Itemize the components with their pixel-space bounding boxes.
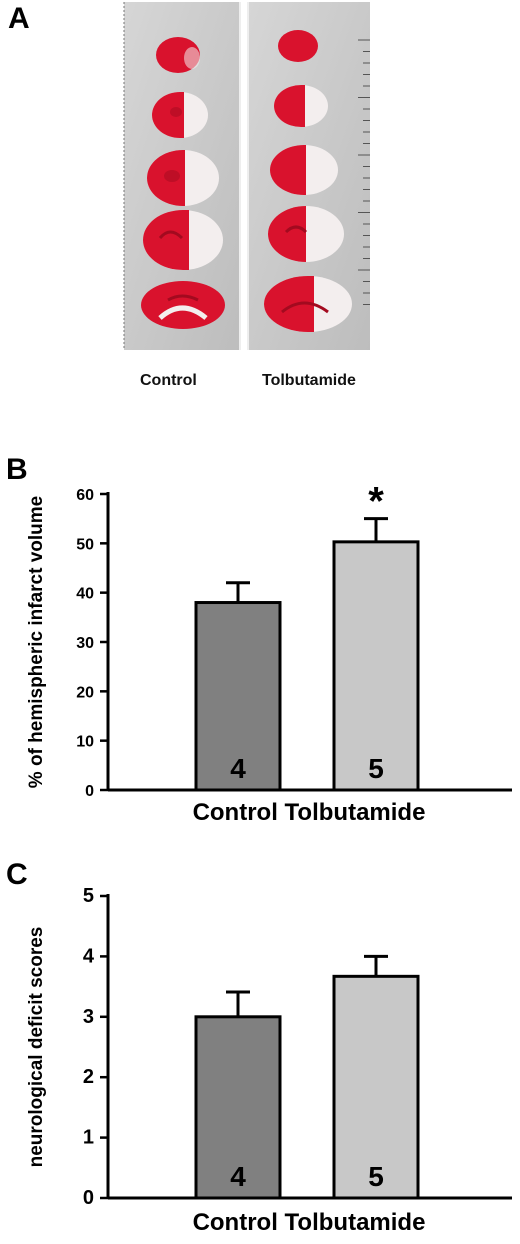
bar-control <box>194 601 282 792</box>
significance-marker: * <box>368 480 384 524</box>
brain-slices-photo <box>123 2 370 350</box>
bar-count-label: 5 <box>368 753 384 784</box>
panel-letter-a: A <box>8 2 30 35</box>
control-slice-1 <box>156 37 200 73</box>
y-axis-label: neurological deficit scores <box>26 927 47 1168</box>
y-tick-label: 0 <box>83 1187 94 1209</box>
x-category-tolbutamide: Tolbutamide <box>285 1209 426 1236</box>
control-slice-2 <box>152 92 208 138</box>
bar-control <box>194 1015 282 1200</box>
y-tick-label: 20 <box>76 684 94 701</box>
x-category-control: Control <box>193 1209 278 1236</box>
control-slice-5 <box>141 281 225 329</box>
tolbutamide-slice-5 <box>264 276 352 332</box>
y-tick-label: 10 <box>76 734 94 751</box>
bar-count-label: 4 <box>230 753 246 784</box>
y-axis-label: % of hemispheric infarct volume <box>26 496 47 788</box>
tolbutamide-slice-1 <box>278 30 318 62</box>
panel-letter-c: C <box>6 858 28 891</box>
x-category-tolbutamide: Tolbutamide <box>285 799 426 826</box>
panel-letter-b: B <box>6 453 28 486</box>
ruler <box>358 39 370 305</box>
y-tick-label: 40 <box>76 586 94 603</box>
y-tick-label: 60 <box>76 487 94 504</box>
photo-label-control: Control <box>140 372 197 389</box>
y-tick-label: 30 <box>76 635 94 652</box>
infarct-volume-chart: 0 10 20 30 40 50 60 % of hemispheric infarct vo… <box>26 480 512 826</box>
x-category-labels: Control Tolbutamide <box>193 799 426 826</box>
y-tick-label: 4 <box>83 945 95 967</box>
bar-tolbutamide <box>332 540 420 792</box>
y-tick-label: 1 <box>83 1127 94 1149</box>
tolbutamide-slice-2 <box>274 85 328 127</box>
photo-label-tolbutamide: Tolbutamide <box>262 372 356 389</box>
bar-tolbutamide <box>332 974 420 1200</box>
deficit-score-chart: 0 1 2 3 4 5 neurological deficit scores 4 5 Contr… <box>26 885 512 1236</box>
x-category-labels: Control Tolbutamide <box>193 1209 426 1236</box>
tolbutamide-slice-4 <box>268 206 344 262</box>
x-category-control: Control <box>193 799 278 826</box>
tolbutamide-slice-3 <box>270 145 338 195</box>
y-tick-label: 0 <box>85 783 94 800</box>
bar-count-label: 4 <box>230 1161 246 1192</box>
control-slice-3 <box>147 150 219 206</box>
bar-count-label: 5 <box>368 1161 384 1192</box>
y-tick-label: 3 <box>83 1006 94 1028</box>
y-tick-label: 2 <box>83 1066 94 1088</box>
control-slice-4 <box>143 210 223 270</box>
y-tick-label: 5 <box>83 885 94 907</box>
y-tick-label: 50 <box>76 536 94 553</box>
